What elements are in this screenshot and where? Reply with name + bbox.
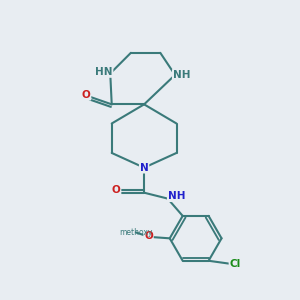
- Text: Cl: Cl: [230, 259, 241, 269]
- Text: O: O: [82, 90, 91, 100]
- Text: methoxy: methoxy: [119, 228, 153, 237]
- Text: O: O: [112, 185, 121, 195]
- Text: O: O: [144, 231, 153, 241]
- Text: NH: NH: [173, 70, 190, 80]
- Text: HN: HN: [95, 67, 112, 77]
- Text: N: N: [140, 163, 148, 173]
- Text: NH: NH: [168, 191, 185, 201]
